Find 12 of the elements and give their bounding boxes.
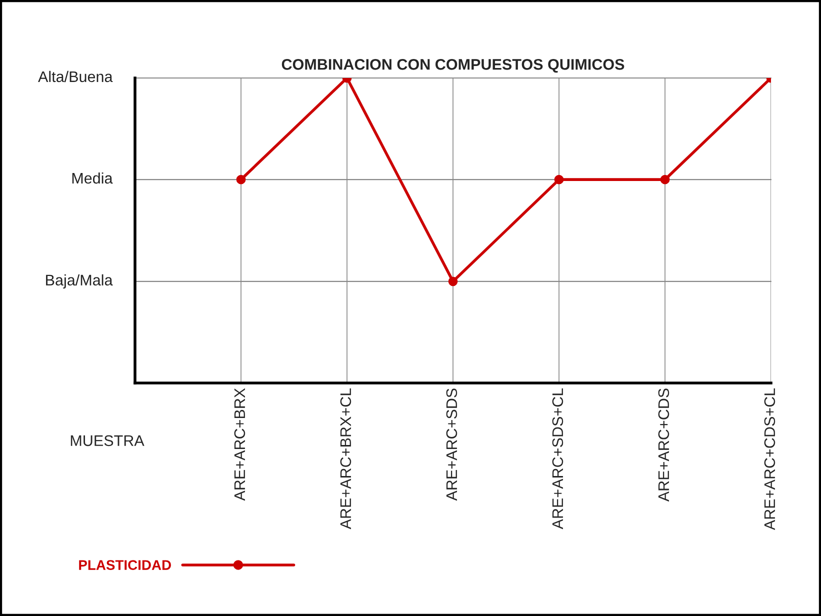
x-tick-label: ARE+ARC+SDS bbox=[446, 388, 458, 501]
x-axis-title: MUESTRA bbox=[70, 435, 144, 446]
x-tick-label: ARE+ARC+BRX bbox=[234, 388, 246, 501]
chart-title: COMBINACION CON COMPUESTOS QUIMICOS bbox=[282, 59, 624, 73]
x-tick-label: ARE+ARC+CDS+CL bbox=[764, 388, 776, 530]
text: PLASTICIDAD bbox=[79, 560, 171, 570]
ref-line-label: Baja/Mala bbox=[46, 274, 113, 289]
ref-line-label: Alta/Buena bbox=[38, 70, 113, 82]
x-tick-label: ARE+ARC+BRX+CL bbox=[340, 388, 352, 530]
ref-line-label: Media bbox=[72, 172, 113, 184]
x-tick-label: ARE+ARC+SDS+CL bbox=[552, 388, 564, 530]
x-tick-label: ARE+ARC+CDS bbox=[658, 388, 670, 502]
